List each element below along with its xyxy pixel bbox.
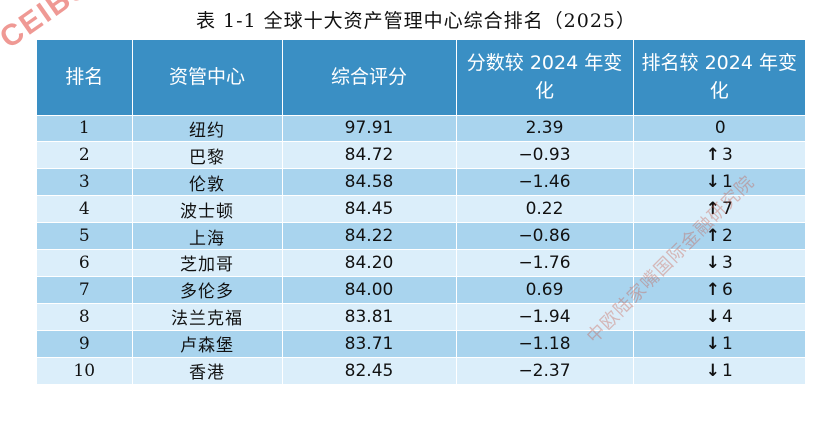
score-cell: 82.45 bbox=[282, 356, 457, 384]
rank-change-value: 1 bbox=[721, 172, 733, 193]
city-cell: 卢森堡 bbox=[132, 329, 283, 358]
arrow-down-icon: ↓ bbox=[705, 172, 720, 193]
city-cell: 纽约 bbox=[132, 114, 283, 142]
table-row: 2 巴黎 84.72 −0.93 ↑ 3 bbox=[37, 141, 805, 169]
rank-change-cell: ↑ 7 bbox=[633, 195, 805, 223]
arrow-up-icon: ↑ bbox=[705, 199, 720, 220]
city-cell: 波士顿 bbox=[132, 195, 283, 223]
score-cell: 83.71 bbox=[282, 329, 457, 358]
score-change-cell: −1.76 bbox=[456, 248, 634, 277]
rank-cell: 7 bbox=[37, 275, 133, 304]
table-row: 1 纽约 97.91 2.39 0 bbox=[37, 114, 805, 142]
rank-change-cell: ↓ 1 bbox=[633, 356, 805, 384]
arrow-up-icon: ↑ bbox=[705, 226, 720, 246]
rank-cell: 9 bbox=[37, 329, 133, 358]
city-cell: 法兰克福 bbox=[132, 302, 283, 331]
city-cell: 上海 bbox=[132, 222, 283, 250]
table-row: 5 上海 84.22 −0.86 ↑ 2 bbox=[37, 222, 805, 250]
rank-cell: 10 bbox=[37, 356, 133, 384]
rank-change-cell: ↑ 3 bbox=[633, 141, 805, 169]
rank-change-value: 1 bbox=[721, 360, 733, 381]
score-change-cell: −1.94 bbox=[456, 302, 634, 331]
table-row: 8 法兰克福 83.81 −1.94 ↓ 4 bbox=[37, 302, 805, 331]
header-city: 资管中心 bbox=[132, 40, 283, 115]
rank-change-value: 6 bbox=[721, 279, 733, 300]
city-cell: 多伦多 bbox=[132, 275, 283, 304]
ranking-table: 排名 资管中心 综合评分 分数较 2024 年变化 排名较 2024 年变化 1… bbox=[37, 40, 805, 384]
rank-cell: 2 bbox=[37, 141, 133, 169]
score-cell: 84.22 bbox=[282, 222, 457, 250]
city-cell: 香港 bbox=[132, 356, 283, 384]
score-change-cell: −2.37 bbox=[456, 356, 634, 384]
header-rank: 排名 bbox=[37, 40, 133, 115]
header-score: 综合评分 bbox=[282, 40, 457, 115]
table-row: 9 卢森堡 83.71 −1.18 ↓ 1 bbox=[37, 329, 805, 358]
rank-change-cell: ↓ 1 bbox=[633, 329, 805, 358]
score-cell: 84.58 bbox=[282, 168, 457, 196]
rank-cell: 5 bbox=[37, 222, 133, 250]
rank-change-value: 7 bbox=[721, 199, 733, 220]
header-rank-change: 排名较 2024 年变化 bbox=[633, 40, 805, 115]
score-change-cell: 2.39 bbox=[456, 114, 634, 142]
rank-cell: 4 bbox=[37, 195, 133, 223]
table-row: 6 芝加哥 84.20 −1.76 ↓ 3 bbox=[37, 248, 805, 277]
arrow-up-icon: ↑ bbox=[705, 145, 720, 166]
rank-change-cell: ↓ 3 bbox=[633, 248, 805, 277]
rank-change-cell: ↓ 1 bbox=[633, 168, 805, 196]
table-title: 表 1-1 全球十大资产管理中心综合排名（2025） bbox=[195, 10, 637, 32]
city-cell: 伦敦 bbox=[132, 168, 283, 196]
table-row: 7 多伦多 84.00 0.69 ↑ 6 bbox=[37, 275, 805, 304]
header-score-change: 分数较 2024 年变化 bbox=[456, 40, 634, 115]
rank-change-cell: ↓ 4 bbox=[633, 302, 805, 331]
rank-change-cell: ↑ 6 bbox=[633, 275, 805, 304]
score-cell: 83.81 bbox=[282, 302, 457, 331]
arrow-down-icon: ↓ bbox=[705, 333, 720, 354]
rank-cell: 6 bbox=[37, 248, 133, 277]
score-change-cell: −1.46 bbox=[456, 168, 634, 196]
city-cell: 芝加哥 bbox=[132, 248, 283, 277]
arrow-down-icon: ↓ bbox=[705, 360, 720, 381]
score-change-cell: −1.18 bbox=[456, 329, 634, 358]
arrow-up-icon: ↑ bbox=[705, 279, 720, 300]
arrow-down-icon: ↓ bbox=[705, 252, 720, 273]
rank-change-value: 3 bbox=[721, 145, 733, 166]
header-row: 排名 资管中心 综合评分 分数较 2024 年变化 排名较 2024 年变化 bbox=[37, 40, 805, 115]
score-change-cell: 0.69 bbox=[456, 275, 634, 304]
table-row: 4 波士顿 84.45 0.22 ↑ 7 bbox=[37, 195, 805, 223]
city-cell: 巴黎 bbox=[132, 141, 283, 169]
rank-cell: 3 bbox=[37, 168, 133, 196]
score-change-cell: −0.93 bbox=[456, 141, 634, 169]
rank-change-value: 2 bbox=[721, 226, 733, 246]
score-cell: 84.00 bbox=[282, 275, 457, 304]
score-cell: 84.45 bbox=[282, 195, 457, 223]
score-cell: 97.91 bbox=[282, 114, 457, 142]
score-cell: 84.72 bbox=[282, 141, 457, 169]
table-row: 3 伦敦 84.58 −1.46 ↓ 1 bbox=[37, 168, 805, 196]
rank-cell: 1 bbox=[37, 114, 133, 142]
rank-change-value: 3 bbox=[721, 252, 733, 273]
rank-cell: 8 bbox=[37, 302, 133, 331]
score-change-cell: −0.86 bbox=[456, 222, 634, 250]
arrow-down-icon: ↓ bbox=[705, 306, 720, 327]
rank-change-value: 1 bbox=[721, 333, 733, 354]
score-cell: 84.20 bbox=[282, 248, 457, 277]
rank-change-cell: 0 bbox=[633, 114, 805, 142]
rank-change-value: 0 bbox=[714, 118, 726, 139]
score-change-cell: 0.22 bbox=[456, 195, 634, 223]
rank-change-value: 4 bbox=[721, 306, 733, 327]
table-row: 10 香港 82.45 −2.37 ↓ 1 bbox=[37, 356, 805, 384]
rank-change-cell: ↑ 2 bbox=[633, 222, 805, 250]
